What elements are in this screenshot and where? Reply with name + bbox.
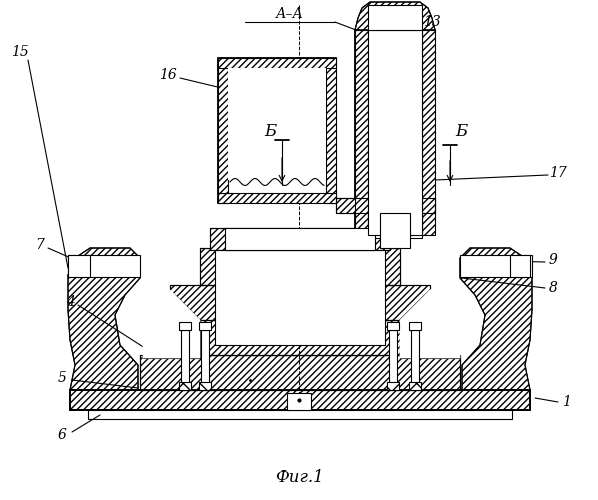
Text: Фиг.1: Фиг.1 — [274, 470, 324, 486]
Text: Б: Б — [455, 124, 467, 140]
Text: 1: 1 — [562, 395, 570, 409]
Bar — [336, 198, 435, 213]
Bar — [387, 382, 399, 390]
Bar — [140, 355, 460, 390]
Text: 7: 7 — [35, 238, 44, 252]
Bar — [200, 248, 400, 285]
Polygon shape — [143, 285, 200, 358]
Bar — [368, 213, 422, 238]
Bar — [218, 58, 228, 203]
Bar — [201, 330, 209, 385]
Bar — [170, 285, 430, 320]
Bar — [409, 382, 421, 390]
Bar — [336, 198, 435, 213]
Bar — [409, 322, 421, 330]
Bar — [181, 330, 189, 385]
Text: А–А: А–А — [276, 7, 304, 21]
Bar — [422, 30, 435, 235]
Bar — [200, 248, 400, 285]
Bar — [326, 58, 336, 203]
Polygon shape — [355, 2, 435, 30]
Bar — [218, 193, 336, 203]
Bar — [210, 228, 390, 250]
Text: 9: 9 — [548, 253, 557, 267]
Bar — [199, 382, 211, 390]
Polygon shape — [460, 248, 532, 390]
Bar — [170, 285, 430, 320]
Bar — [210, 228, 390, 250]
Bar — [70, 390, 530, 410]
Text: 16: 16 — [159, 68, 177, 82]
Bar — [387, 322, 399, 330]
Bar — [355, 30, 435, 235]
Bar — [68, 255, 140, 277]
Bar — [287, 393, 311, 410]
Bar — [225, 228, 375, 250]
Bar — [460, 255, 532, 277]
Bar — [411, 330, 419, 385]
Bar — [155, 320, 445, 355]
Polygon shape — [68, 248, 140, 390]
Polygon shape — [510, 255, 530, 277]
Bar — [355, 30, 368, 235]
Bar — [140, 355, 460, 390]
Text: 15: 15 — [11, 45, 29, 59]
Text: 4: 4 — [66, 295, 74, 309]
Bar — [218, 58, 336, 203]
Text: 13: 13 — [423, 15, 441, 29]
Bar — [368, 30, 422, 235]
Bar — [380, 213, 410, 248]
Bar — [368, 5, 422, 30]
Bar — [389, 330, 397, 385]
Bar — [88, 410, 512, 419]
Polygon shape — [400, 285, 460, 358]
Text: 8: 8 — [548, 281, 557, 295]
Text: Б: Б — [264, 124, 276, 140]
Bar — [215, 250, 385, 345]
Bar — [179, 322, 191, 330]
Text: 6: 6 — [57, 428, 66, 442]
Text: 17: 17 — [549, 166, 567, 180]
Polygon shape — [68, 255, 90, 277]
Bar — [155, 320, 445, 355]
Bar — [70, 390, 530, 410]
Bar — [199, 322, 211, 330]
Bar — [179, 382, 191, 390]
Bar — [228, 68, 326, 180]
Text: 5: 5 — [57, 371, 66, 385]
Bar — [218, 58, 336, 68]
